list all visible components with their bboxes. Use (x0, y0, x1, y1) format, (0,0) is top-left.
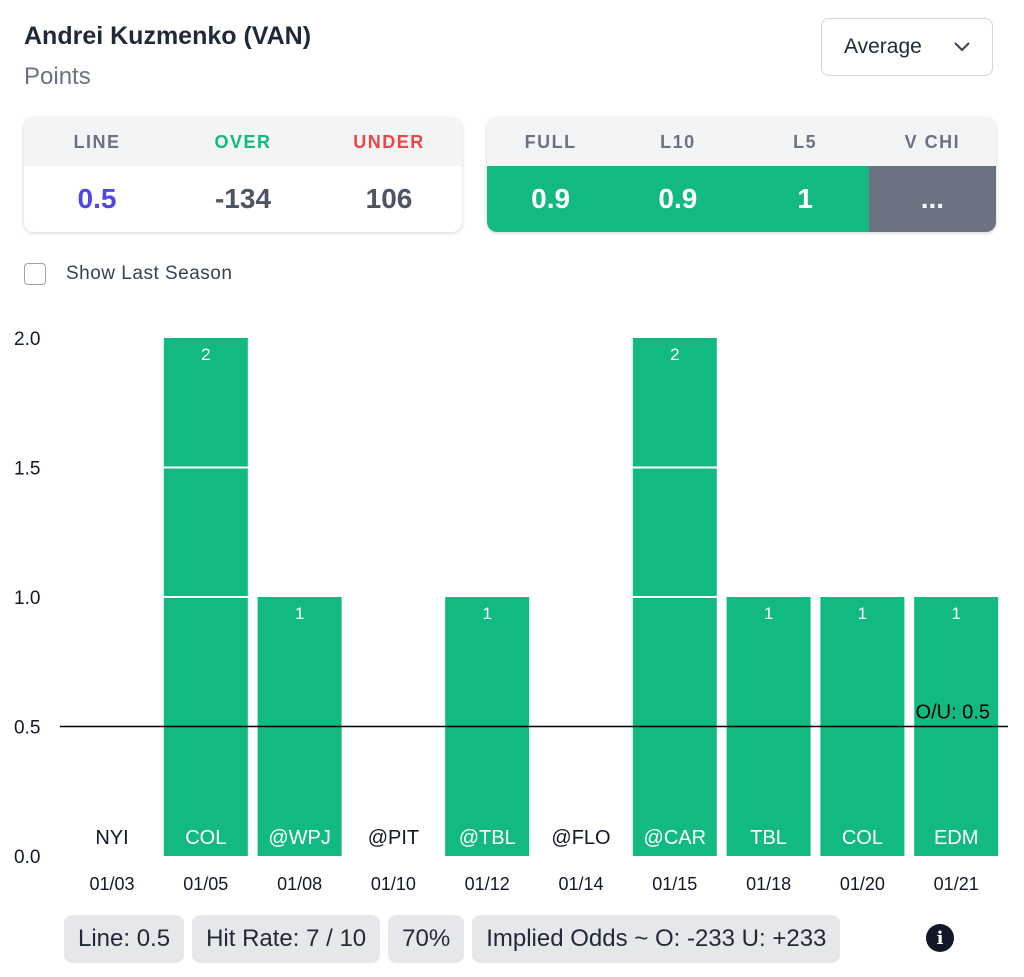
stat-category: Points (24, 63, 91, 90)
y-tick-label: 1.0 (14, 588, 40, 609)
over-odds: -134 (214, 183, 272, 214)
x-tick-label: 01/10 (371, 874, 416, 894)
opponent-label: TBL (750, 827, 787, 849)
line-value: 0.5 (77, 183, 117, 214)
show-last-season-checkbox[interactable] (24, 263, 46, 285)
info-icon[interactable]: i (926, 924, 954, 952)
show-last-season-toggle[interactable]: Show Last Season (24, 263, 232, 285)
bar-value-label: 2 (201, 345, 210, 364)
opponent-label: EDM (934, 827, 978, 849)
x-tick-label: 01/20 (840, 874, 885, 894)
under-odds: 106 (365, 183, 413, 214)
bar-value-label: 1 (295, 604, 304, 623)
bar-value-label: 1 (482, 604, 491, 623)
under-header: UNDER (353, 131, 425, 152)
hit-rate-pill: Hit Rate: 7 / 10 (192, 915, 381, 963)
y-tick-label: 0.0 (14, 847, 40, 868)
x-tick-label: 01/18 (746, 874, 791, 894)
opponent-label: @FLO (551, 827, 610, 849)
l10-average: 0.9 (614, 166, 742, 232)
l5-average: 1 (741, 166, 869, 232)
bar-value-label: 1 (764, 604, 773, 623)
average-dropdown[interactable]: Average (821, 18, 993, 76)
opponent-label: COL (842, 827, 883, 849)
opponent-label: COL (185, 827, 226, 849)
dropdown-selected-value: Average (844, 35, 922, 58)
x-tick-label: 01/15 (652, 874, 697, 894)
odds-card: LINE OVER UNDER 0.5 -134 106 (24, 118, 462, 232)
show-last-season-label: Show Last Season (66, 263, 233, 284)
bar-value-label: 1 (858, 604, 867, 623)
player-name: Andrei Kuzmenko (VAN) (24, 22, 312, 50)
line-header: LINE (73, 131, 121, 152)
opponent-label: @TBL (459, 827, 516, 849)
line-pill: Line: 0.5 (64, 915, 185, 963)
y-tick-label: 2.0 (14, 329, 40, 350)
x-tick-label: 01/05 (183, 874, 228, 894)
over-under-line-label: O/U: 0.5 (916, 702, 990, 724)
hit-percent-pill: 70% (388, 915, 465, 963)
l10-header: L10 (660, 131, 696, 152)
y-tick-label: 0.5 (14, 718, 40, 739)
over-header: OVER (214, 131, 272, 152)
x-tick-label: 01/14 (558, 874, 603, 894)
x-tick-label: 01/08 (277, 874, 322, 894)
y-tick-label: 1.5 (14, 459, 40, 480)
vs-chi-average[interactable]: ... (868, 166, 996, 232)
opponent-label: @CAR (644, 827, 707, 849)
full-average: 0.9 (487, 166, 615, 232)
vs-chi-header: V CHI (904, 131, 961, 152)
averages-card: FULL L10 L5 V CHI 0.9 0.9 1 ... (487, 118, 996, 232)
x-tick-label: 01/21 (934, 874, 979, 894)
opponent-label: NYI (95, 827, 128, 849)
full-header: FULL (524, 131, 577, 152)
chevron-down-icon (954, 42, 970, 52)
opponent-label: @WPJ (268, 827, 331, 849)
points-bar-chart: 0.0 0.5 1.0 1.5 2.0 NYI 01/03 2 COL 01/05 1 @WPJ 01/… (14, 329, 1008, 894)
opponent-label: @PIT (368, 827, 419, 849)
l5-header: L5 (793, 131, 818, 152)
bar-value-label: 1 (951, 604, 960, 623)
x-tick-label: 01/03 (89, 874, 134, 894)
x-tick-label: 01/12 (465, 874, 510, 894)
implied-odds-pill: Implied Odds ~ O: -233 U: +233 (472, 915, 841, 963)
summary-pills: Line: 0.5 Hit Rate: 7 / 10 70% Implied O… (64, 915, 841, 963)
bar-value-label: 2 (670, 345, 679, 364)
